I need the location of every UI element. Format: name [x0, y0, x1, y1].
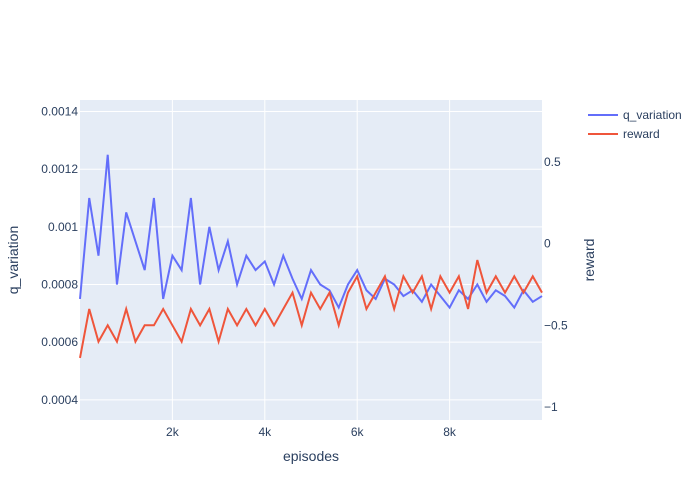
series-layer: [79, 154, 543, 359]
y-left-tick-label: 0.0004: [41, 393, 78, 407]
y-right-tick-label: −0.5: [544, 318, 568, 332]
plot-background: [80, 100, 542, 420]
x-tick-label: 6k: [351, 425, 365, 439]
y-right-tick-label: 0: [544, 237, 551, 251]
y-axis-right-title: reward: [581, 239, 597, 282]
x-tick-label: 8k: [443, 425, 457, 439]
y-axis-left-title: q_variation: [5, 226, 21, 295]
series-line-reward: [79, 259, 543, 359]
legend-label-q-variation: q_variation: [623, 108, 682, 122]
y-left-tick-label: 0.0014: [41, 105, 78, 119]
x-axis-title: episodes: [283, 448, 339, 464]
tick-layer: 2k 4k 6k 8k 0.0004 0.0006 0.0008 0.001 0.0012 0.0…: [41, 105, 568, 439]
x-tick-label: 2k: [166, 425, 180, 439]
legend-label-reward: reward: [623, 127, 660, 141]
y-left-tick-label: 0.0006: [41, 335, 78, 349]
y-right-tick-label: 0.5: [544, 155, 561, 169]
y-right-tick-label: −1: [544, 400, 558, 414]
x-tick-label: 4k: [258, 425, 272, 439]
y-left-tick-label: 0.0008: [41, 278, 78, 292]
y-left-tick-label: 0.0012: [41, 162, 78, 176]
legend: q_variation reward: [588, 108, 682, 141]
grid-layer: [80, 100, 542, 420]
y-left-tick-label: 0.001: [48, 220, 78, 234]
